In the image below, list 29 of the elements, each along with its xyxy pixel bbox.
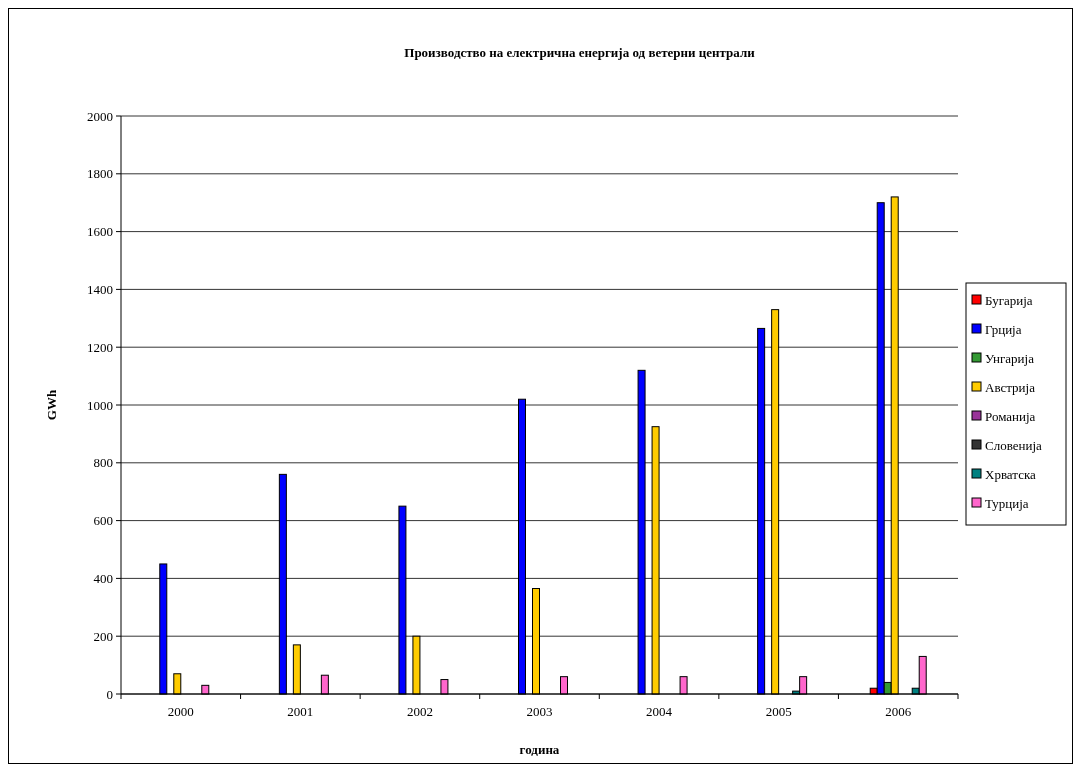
y-tick-label: 2000: [87, 108, 113, 124]
legend-label: Австрија: [985, 379, 1036, 395]
y-tick-label: 1600: [87, 224, 113, 240]
y-tick-label: 1400: [87, 281, 113, 297]
legend-label: Словенија: [985, 437, 1043, 453]
x-tick-label: 2003: [526, 704, 553, 719]
legend-label: Унгарија: [985, 350, 1035, 366]
y-tick-label: 1000: [87, 397, 113, 413]
x-tick-label: 2001: [287, 704, 314, 719]
legend-label: Хрватска: [985, 466, 1037, 482]
y-tick-label: 1800: [87, 166, 113, 182]
y-tick-label: 800: [93, 455, 113, 471]
x-tick-label: 2006: [885, 704, 912, 719]
x-tick-label: 2005: [765, 704, 792, 719]
y-tick-label: 1200: [87, 339, 113, 355]
x-axis-title: година: [519, 742, 560, 757]
y-tick-label: 200: [93, 628, 113, 644]
legend-label: Грција: [985, 321, 1022, 337]
x-tick-label: 2004: [646, 704, 673, 719]
legend-label: Турција: [985, 495, 1029, 511]
x-tick-label: 2002: [406, 704, 433, 719]
x-tick-label: 2000: [167, 704, 194, 719]
chart-title: Производство на електрична енергија од ветерни централи: [404, 45, 756, 60]
legend-label: Романија: [985, 408, 1036, 424]
legend-label: Бугарија: [985, 292, 1033, 308]
y-tick-label: 600: [93, 513, 113, 529]
y-tick-label: 400: [93, 570, 113, 586]
y-axis-title: GWh: [44, 389, 59, 421]
y-tick-label: 0: [106, 686, 113, 702]
